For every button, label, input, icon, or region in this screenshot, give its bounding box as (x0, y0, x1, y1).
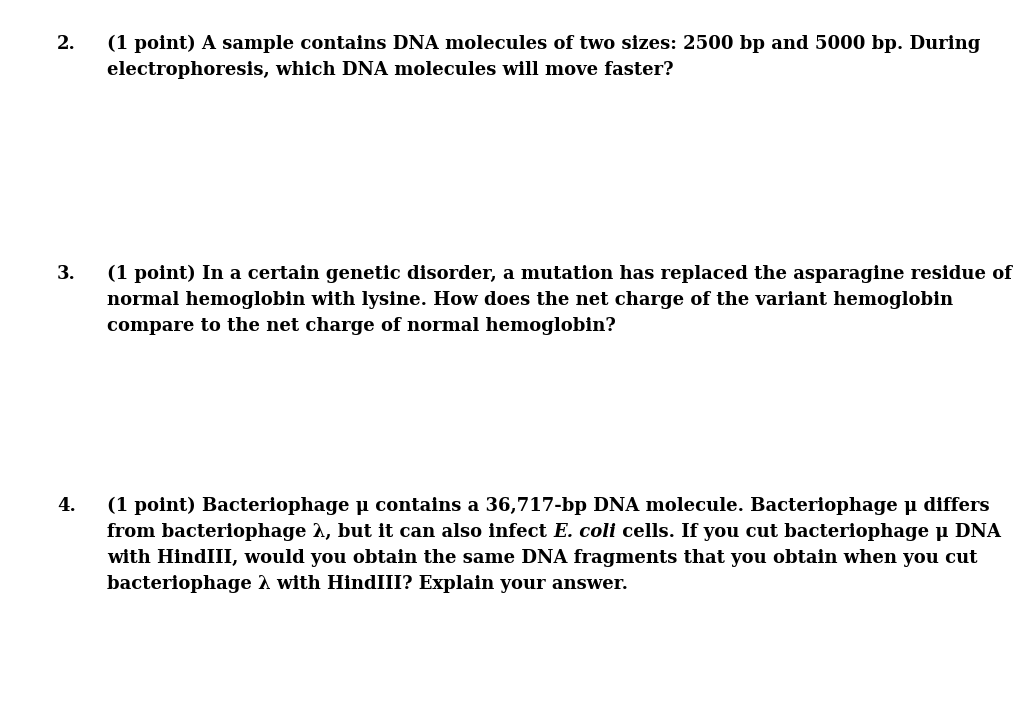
Text: from bacteriophage λ, but it can also infect: from bacteriophage λ, but it can also in… (106, 523, 553, 541)
Text: 2.: 2. (57, 35, 76, 53)
Text: with HindIII, would you obtain the same DNA fragments that you obtain when you c: with HindIII, would you obtain the same … (106, 549, 978, 567)
Text: 3.: 3. (57, 265, 76, 283)
Text: (1 point) Bacteriophage μ contains a 36,717-bp DNA molecule. Bacteriophage μ dif: (1 point) Bacteriophage μ contains a 36,… (106, 497, 989, 516)
Text: normal hemoglobin with lysine. How does the net charge of the variant hemoglobin: normal hemoglobin with lysine. How does … (106, 291, 953, 309)
Text: cells. If you cut bacteriophage μ DNA: cells. If you cut bacteriophage μ DNA (616, 523, 1001, 541)
Text: (1 point) In a certain genetic disorder, a mutation has replaced the asparagine : (1 point) In a certain genetic disorder,… (106, 265, 1012, 283)
Text: E. coli: E. coli (553, 523, 616, 541)
Text: 4.: 4. (57, 497, 76, 515)
Text: bacteriophage λ with HindIII? Explain your answer.: bacteriophage λ with HindIII? Explain yo… (106, 575, 628, 593)
Text: electrophoresis, which DNA molecules will move faster?: electrophoresis, which DNA molecules wil… (106, 61, 674, 79)
Text: compare to the net charge of normal hemoglobin?: compare to the net charge of normal hemo… (106, 317, 615, 335)
Text: (1 point) A sample contains DNA molecules of two sizes: 2500 bp and 5000 bp. Dur: (1 point) A sample contains DNA molecule… (106, 35, 980, 53)
